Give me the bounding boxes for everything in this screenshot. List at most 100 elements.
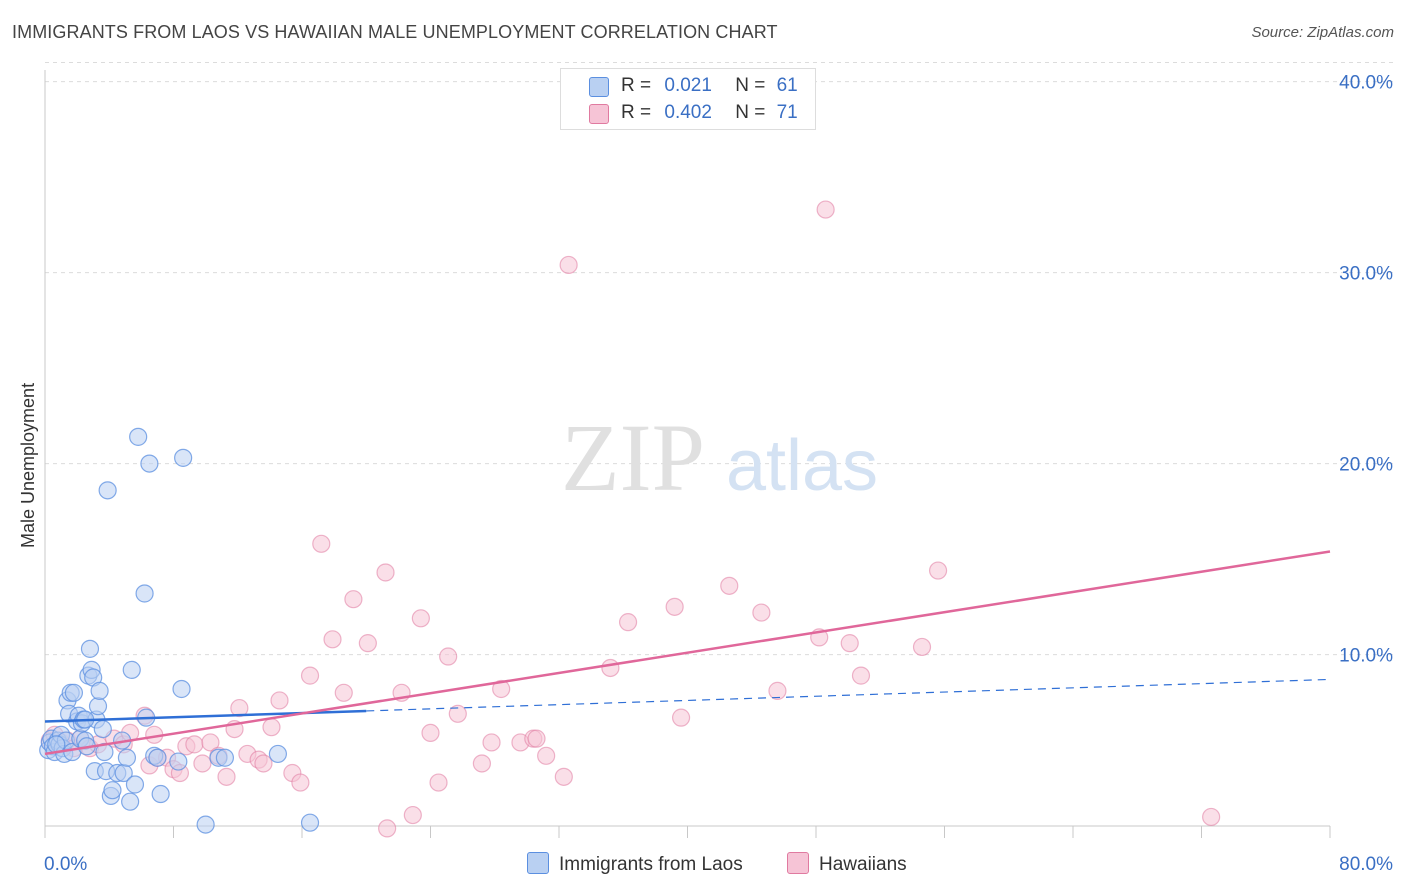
legend-item-hawaiians[interactable]: Hawaiians bbox=[787, 852, 907, 876]
n-label: N = bbox=[735, 102, 766, 123]
hawaiians-point bbox=[403, 805, 422, 825]
hawaiians-point bbox=[618, 613, 638, 632]
y-tick-label: 10.0% bbox=[1339, 646, 1393, 667]
laos-point bbox=[121, 792, 140, 811]
hawaiians-point bbox=[554, 767, 573, 786]
hawaiians-point bbox=[270, 691, 289, 710]
hawaiians-point bbox=[323, 630, 342, 649]
n-label: N = bbox=[735, 75, 766, 96]
hawaiians-point bbox=[559, 255, 578, 275]
laos-point bbox=[268, 744, 288, 764]
grid-lines bbox=[45, 62, 1393, 656]
n-value: 71 bbox=[776, 102, 798, 123]
hawaiians-point bbox=[185, 735, 204, 754]
x-min-label: 0.0% bbox=[44, 854, 87, 875]
hawaiians-points bbox=[40, 200, 1221, 838]
laos-point bbox=[64, 683, 84, 702]
laos-point bbox=[151, 784, 170, 804]
x-max-label: 80.0% bbox=[1339, 854, 1393, 875]
hawaiians-point bbox=[334, 683, 353, 702]
hawaiians-point bbox=[376, 563, 395, 582]
laos-point bbox=[80, 639, 100, 658]
y-tick-labels: 10.0% 20.0% 30.0% 40.0% bbox=[1339, 73, 1393, 667]
hawaiians-point bbox=[378, 819, 397, 838]
hawaiians-point bbox=[448, 704, 467, 723]
hawaiians-point bbox=[291, 773, 310, 792]
hawaiians-point bbox=[816, 200, 835, 219]
laos-point bbox=[215, 748, 234, 767]
laos-point bbox=[140, 454, 159, 473]
hawaiians-legend-label: Hawaiians bbox=[819, 854, 907, 875]
hawaiians-swatch bbox=[589, 104, 609, 124]
hawaiians-trend-line bbox=[44, 550, 1331, 756]
hawaiians-point bbox=[1202, 807, 1221, 827]
hawaiians-point bbox=[344, 590, 363, 609]
hawaiians-point bbox=[217, 767, 236, 786]
hawaiians-point bbox=[201, 733, 220, 752]
y-tick-label: 40.0% bbox=[1339, 73, 1393, 94]
watermark: ZIP atlas bbox=[561, 404, 878, 511]
watermark-atlas: atlas bbox=[726, 426, 878, 506]
laos-point bbox=[174, 448, 193, 467]
correlation-legend: R = 0.021 N = 61 R = 0.402 N = 71 bbox=[560, 68, 816, 130]
hawaiians-point bbox=[671, 708, 691, 727]
laos-point bbox=[300, 813, 320, 832]
hawaiians-point bbox=[752, 603, 771, 622]
laos-point bbox=[125, 775, 145, 794]
laos-point bbox=[172, 679, 191, 699]
laos-point bbox=[122, 660, 141, 679]
hawaiians-point bbox=[254, 754, 273, 773]
hawaiians-point bbox=[601, 658, 620, 678]
hawaiians-point bbox=[358, 634, 377, 653]
hawaiians-point bbox=[527, 729, 546, 748]
hawaiians-point bbox=[300, 666, 320, 685]
hawaiians-point bbox=[262, 718, 281, 737]
hawaiians-point bbox=[230, 698, 249, 718]
laos-point bbox=[148, 748, 167, 767]
hawaiians-point bbox=[482, 733, 501, 752]
legend-item-laos[interactable]: Immigrants from Laos bbox=[527, 852, 743, 876]
hawaiians-point bbox=[429, 773, 448, 792]
hawaiians-point bbox=[851, 666, 871, 685]
laos-point bbox=[103, 781, 122, 800]
laos-point bbox=[98, 481, 117, 500]
laos-swatch bbox=[589, 77, 609, 97]
laos-point bbox=[169, 752, 188, 771]
chart-title: IMMIGRANTS FROM LAOS VS HAWAIIAN MALE UN… bbox=[12, 22, 778, 42]
trend-lines bbox=[44, 550, 1331, 756]
y-tick-label: 20.0% bbox=[1339, 455, 1393, 476]
r-label: R = bbox=[621, 75, 652, 96]
hawaiians-point bbox=[537, 746, 556, 765]
laos-point bbox=[93, 719, 112, 739]
hawaiians-point bbox=[720, 576, 739, 595]
hawaiians-point bbox=[492, 679, 511, 699]
laos-legend-swatch bbox=[527, 852, 549, 874]
y-axis-label: Male Unemployment bbox=[18, 382, 38, 548]
hawaiians-point bbox=[472, 754, 491, 773]
hawaiians-legend-swatch bbox=[787, 852, 809, 874]
y-tick-label: 30.0% bbox=[1339, 264, 1393, 285]
hawaiians-point bbox=[768, 681, 787, 700]
watermark-zip: ZIP bbox=[561, 404, 705, 511]
laos-point bbox=[135, 584, 154, 603]
laos-point bbox=[117, 748, 137, 767]
hawaiians-point bbox=[912, 637, 932, 657]
hawaiians-point bbox=[840, 634, 859, 653]
source-label: Source: ZipAtlas.com bbox=[1251, 24, 1394, 41]
hawaiians-point bbox=[411, 609, 430, 628]
n-value: 61 bbox=[776, 75, 798, 96]
axes bbox=[44, 70, 1331, 838]
laos-point bbox=[88, 697, 108, 716]
hawaiians-point bbox=[439, 647, 458, 666]
laos-point bbox=[90, 681, 109, 700]
r-label: R = bbox=[621, 102, 652, 123]
laos-trend-extension bbox=[366, 678, 1331, 712]
hawaiians-point bbox=[312, 534, 331, 553]
hawaiians-point bbox=[928, 561, 948, 580]
hawaiians-point bbox=[421, 723, 440, 743]
laos-point bbox=[196, 815, 215, 834]
r-value: 0.402 bbox=[664, 102, 712, 123]
laos-point bbox=[129, 427, 148, 446]
laos-legend-label: Immigrants from Laos bbox=[559, 854, 743, 875]
